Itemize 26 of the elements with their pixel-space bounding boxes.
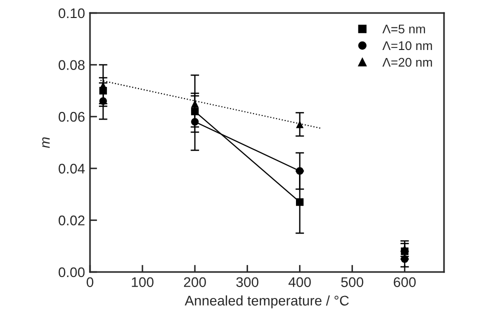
point xyxy=(296,167,304,175)
x-tick-label: 0 xyxy=(86,277,94,288)
legend-label: Λ=20 nm xyxy=(382,58,432,67)
x-tick-label: 300 xyxy=(236,277,258,288)
y-tick-label: 0.06 xyxy=(58,112,85,122)
legend-label: Λ=10 nm xyxy=(382,41,432,50)
point xyxy=(191,100,199,108)
x-tick-label: 600 xyxy=(394,277,416,288)
point xyxy=(400,255,408,263)
legend-label: Λ=5 nm xyxy=(382,24,425,34)
y-tick-label: 0.02 xyxy=(58,216,84,226)
x-tick-label: 100 xyxy=(132,277,154,288)
x-tick-label: 400 xyxy=(288,277,311,288)
point xyxy=(191,118,199,126)
point xyxy=(296,120,304,128)
point xyxy=(296,198,304,206)
x-tick-label: 500 xyxy=(341,277,364,288)
point xyxy=(191,108,199,116)
y-tick-label: 0.00 xyxy=(58,267,85,278)
y-tick-label: 0.08 xyxy=(58,60,85,70)
x-axis-title: Annealed temperature / °C xyxy=(184,295,349,308)
point xyxy=(99,97,107,105)
y-tick-label: 0.10 xyxy=(58,8,85,18)
y-tick-label: 0.04 xyxy=(58,164,85,174)
y-axis-title: m xyxy=(42,137,50,148)
x-tick-label: 200 xyxy=(184,277,206,288)
